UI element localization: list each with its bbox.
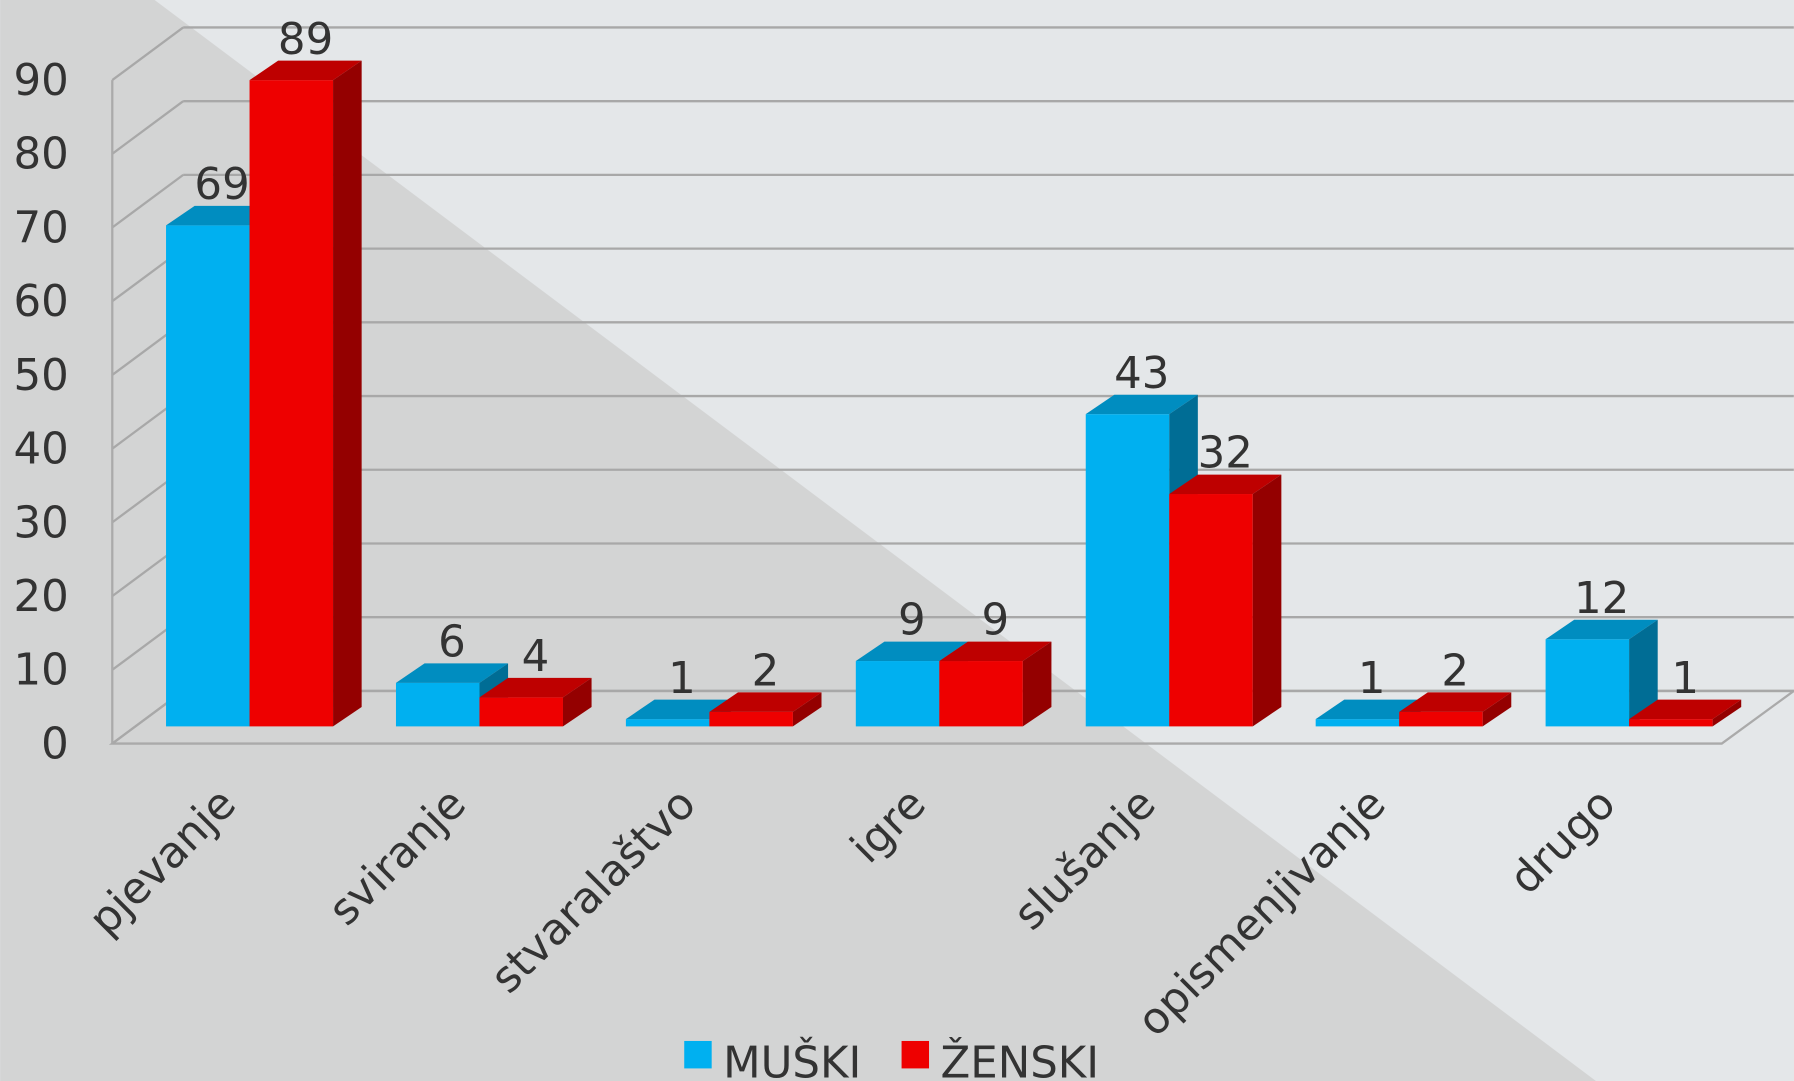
data-label: 12 — [1574, 574, 1629, 624]
bar-front — [1169, 494, 1253, 727]
bar-top — [1629, 699, 1742, 720]
data-label: 2 — [1441, 647, 1469, 697]
data-label: 9 — [898, 596, 926, 646]
bar-front — [939, 661, 1023, 727]
bar-front — [1315, 719, 1400, 727]
bar-front — [479, 697, 563, 727]
bar-front — [1629, 719, 1713, 727]
data-label: 1 — [1358, 654, 1386, 704]
data-label: 2 — [752, 647, 780, 697]
legend-label: ŽENSKI — [940, 1038, 1099, 1081]
bar — [1169, 474, 1282, 727]
bar-front — [1085, 414, 1170, 727]
bar-top — [939, 641, 1052, 662]
bar-front — [625, 719, 710, 727]
bar-top — [395, 663, 509, 683]
y-tick-label: 70 — [14, 203, 69, 253]
y-tick-label: 50 — [14, 351, 69, 401]
legend-swatch — [684, 1040, 712, 1069]
bar-side — [1022, 641, 1052, 727]
bar — [479, 677, 592, 727]
bar-side — [1712, 699, 1742, 727]
bar — [1545, 619, 1658, 727]
bar-side — [1482, 692, 1512, 727]
bar-top — [249, 60, 362, 81]
bar-front — [709, 711, 793, 727]
bar — [1629, 699, 1742, 727]
data-label: 32 — [1198, 429, 1253, 479]
bar-top — [709, 692, 822, 712]
bar-top — [479, 677, 592, 698]
data-label: 89 — [278, 15, 333, 65]
bar-top — [855, 641, 968, 662]
grid-line-side — [111, 173, 184, 229]
grid-line-side — [111, 100, 184, 155]
background-shape — [0, 0, 1596, 1081]
bar-top — [1545, 619, 1658, 640]
bar-top — [1169, 474, 1282, 495]
bar-side — [333, 60, 362, 727]
data-label: 43 — [1114, 349, 1169, 399]
data-label: 9 — [982, 596, 1010, 646]
legend-label: MUŠKI — [723, 1038, 861, 1081]
bar-front — [855, 661, 940, 727]
legend-swatch — [901, 1040, 930, 1069]
bar — [709, 692, 822, 727]
y-tick-label: 40 — [14, 425, 69, 475]
bar-side — [792, 692, 822, 727]
bar-front — [395, 682, 480, 727]
data-label: 4 — [522, 632, 550, 682]
y-tick-label: 20 — [14, 572, 69, 622]
y-tick-label: 0 — [41, 719, 69, 769]
grid-line-side — [111, 26, 184, 81]
bar-top — [1085, 394, 1198, 415]
bar-side — [1252, 474, 1282, 727]
data-label: 69 — [194, 160, 249, 210]
data-label: 6 — [438, 618, 466, 668]
bar-front — [1399, 711, 1483, 727]
bar — [249, 60, 362, 727]
bar-front — [166, 225, 250, 727]
bar-side — [1629, 619, 1658, 727]
bar — [939, 641, 1052, 727]
bar-front — [1545, 639, 1630, 727]
y-tick-label: 80 — [14, 130, 69, 180]
bar-front — [249, 80, 334, 727]
y-tick-label: 30 — [14, 498, 69, 548]
data-label: 1 — [668, 654, 696, 704]
bar-top — [1399, 692, 1512, 712]
bar — [1399, 692, 1512, 727]
data-label: 1 — [1671, 654, 1699, 704]
y-tick-label: 90 — [14, 56, 69, 106]
bar-side — [562, 677, 592, 727]
y-tick-label: 10 — [14, 646, 69, 696]
y-tick-label: 60 — [14, 277, 69, 327]
